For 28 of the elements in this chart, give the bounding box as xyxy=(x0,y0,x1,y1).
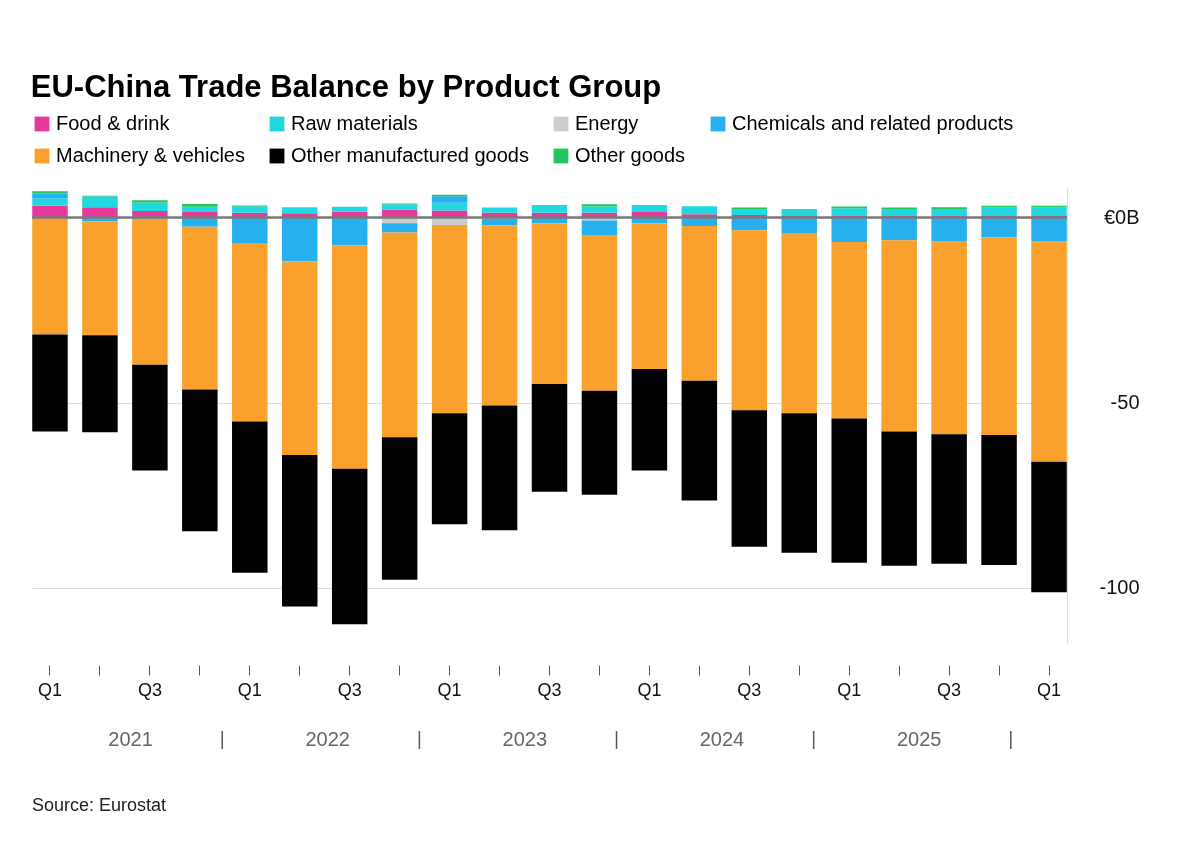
y-tick-label: -100 xyxy=(1099,576,1140,599)
x-tick-label: Q1 xyxy=(37,679,62,700)
x-tick-label: Q1 xyxy=(1037,679,1062,700)
x-tick-label: Q3 xyxy=(137,679,162,700)
text: 2023 xyxy=(502,728,548,750)
text: 2025 xyxy=(896,728,942,750)
y-tick-label: -50 xyxy=(1110,391,1140,414)
legend-label: Energy xyxy=(575,112,639,134)
text: 2021 xyxy=(108,728,153,750)
legend-label: Other manufactured goods xyxy=(291,144,529,166)
x-tick-label: Q1 xyxy=(637,679,662,700)
legend-label: Food & drink xyxy=(56,112,171,134)
legend-label: Other goods xyxy=(575,144,686,166)
x-tick-label: Q1 xyxy=(837,679,862,700)
chart-title: EU-China Trade Balance by Product Group xyxy=(30,69,662,104)
source-note: Source: Eurostat xyxy=(32,795,167,815)
y-tick-label: €0B xyxy=(1103,206,1140,229)
x-tick-label: Q3 xyxy=(737,679,762,700)
x-tick-label: Q1 xyxy=(237,679,262,700)
text: 2022 xyxy=(305,728,350,750)
legend-label: Chemicals and related products xyxy=(732,112,1014,134)
x-tick-label: Q3 xyxy=(537,679,562,700)
legend-label: Raw materials xyxy=(291,112,418,134)
x-tick-label: Q3 xyxy=(337,679,362,700)
text: 2024 xyxy=(699,728,745,750)
legend-label: Machinery & vehicles xyxy=(56,144,245,166)
x-tick-label: Q1 xyxy=(437,679,462,700)
x-tick-label: Q3 xyxy=(937,679,962,700)
